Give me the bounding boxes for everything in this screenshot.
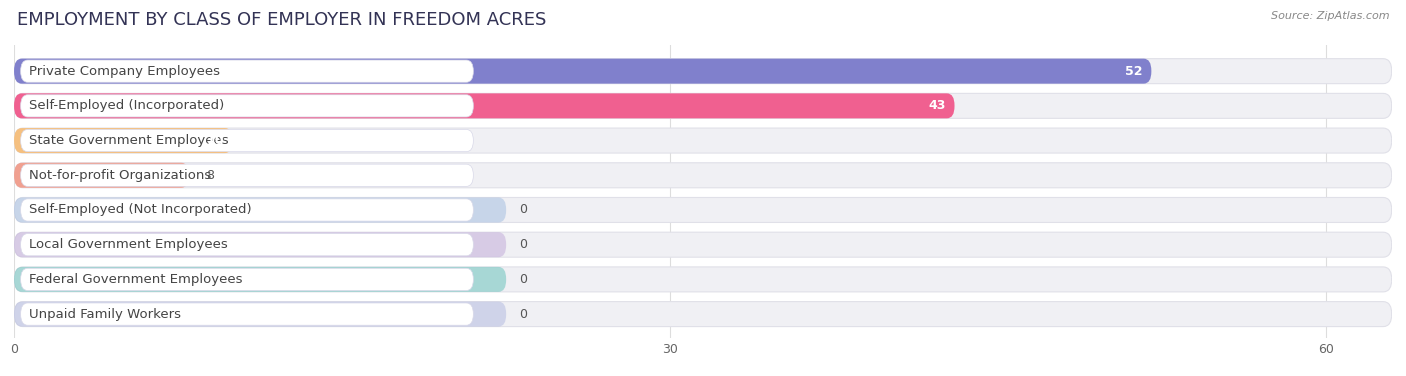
FancyBboxPatch shape: [21, 233, 474, 256]
Text: 0: 0: [519, 238, 527, 251]
FancyBboxPatch shape: [14, 128, 233, 153]
Text: 0: 0: [519, 308, 527, 321]
Text: Source: ZipAtlas.com: Source: ZipAtlas.com: [1271, 11, 1389, 21]
FancyBboxPatch shape: [14, 93, 955, 118]
FancyBboxPatch shape: [14, 302, 506, 327]
FancyBboxPatch shape: [14, 197, 506, 223]
Text: Unpaid Family Workers: Unpaid Family Workers: [30, 308, 181, 321]
Text: EMPLOYMENT BY CLASS OF EMPLOYER IN FREEDOM ACRES: EMPLOYMENT BY CLASS OF EMPLOYER IN FREED…: [17, 11, 547, 29]
FancyBboxPatch shape: [21, 60, 474, 82]
FancyBboxPatch shape: [21, 199, 474, 221]
FancyBboxPatch shape: [21, 164, 474, 186]
FancyBboxPatch shape: [14, 59, 1392, 83]
FancyBboxPatch shape: [14, 93, 1392, 118]
FancyBboxPatch shape: [21, 129, 474, 152]
Text: 10: 10: [207, 134, 224, 147]
Text: 0: 0: [519, 273, 527, 286]
FancyBboxPatch shape: [14, 232, 1392, 257]
FancyBboxPatch shape: [21, 95, 474, 117]
Text: 43: 43: [928, 99, 946, 112]
Text: Not-for-profit Organizations: Not-for-profit Organizations: [30, 169, 212, 182]
FancyBboxPatch shape: [21, 303, 474, 325]
FancyBboxPatch shape: [14, 197, 1392, 223]
Text: Local Government Employees: Local Government Employees: [30, 238, 228, 251]
FancyBboxPatch shape: [14, 267, 1392, 292]
Text: 8: 8: [207, 169, 215, 182]
Text: 0: 0: [519, 203, 527, 217]
FancyBboxPatch shape: [14, 163, 188, 188]
Text: State Government Employees: State Government Employees: [30, 134, 229, 147]
FancyBboxPatch shape: [14, 232, 506, 257]
FancyBboxPatch shape: [14, 59, 1152, 83]
Text: Federal Government Employees: Federal Government Employees: [30, 273, 243, 286]
FancyBboxPatch shape: [14, 163, 1392, 188]
Text: Self-Employed (Not Incorporated): Self-Employed (Not Incorporated): [30, 203, 252, 217]
FancyBboxPatch shape: [14, 128, 1392, 153]
Text: Private Company Employees: Private Company Employees: [30, 65, 221, 78]
FancyBboxPatch shape: [21, 268, 474, 291]
Text: 52: 52: [1125, 65, 1143, 78]
Text: Self-Employed (Incorporated): Self-Employed (Incorporated): [30, 99, 225, 112]
FancyBboxPatch shape: [14, 267, 506, 292]
FancyBboxPatch shape: [14, 302, 1392, 327]
